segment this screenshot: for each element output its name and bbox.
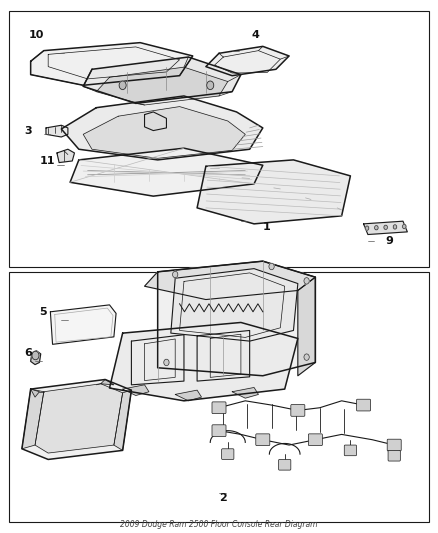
FancyBboxPatch shape — [388, 450, 400, 461]
Circle shape — [365, 226, 369, 230]
Circle shape — [374, 225, 378, 230]
Circle shape — [403, 224, 406, 229]
Polygon shape — [83, 57, 241, 103]
Polygon shape — [123, 385, 149, 395]
Text: 3: 3 — [24, 126, 32, 135]
Circle shape — [164, 359, 169, 366]
Bar — [9, 11, 429, 266]
Text: 1: 1 — [263, 222, 271, 231]
Polygon shape — [298, 277, 315, 376]
Polygon shape — [145, 261, 315, 300]
Polygon shape — [158, 261, 315, 376]
Polygon shape — [57, 149, 74, 163]
FancyBboxPatch shape — [222, 449, 234, 459]
Polygon shape — [31, 389, 39, 397]
FancyBboxPatch shape — [256, 434, 270, 446]
Text: 9: 9 — [385, 236, 393, 246]
Circle shape — [269, 263, 274, 270]
Circle shape — [393, 225, 397, 229]
Circle shape — [119, 81, 126, 90]
Text: 5: 5 — [39, 307, 47, 317]
Polygon shape — [145, 112, 166, 131]
Polygon shape — [31, 43, 193, 85]
Polygon shape — [232, 387, 258, 398]
Polygon shape — [114, 390, 131, 450]
FancyBboxPatch shape — [212, 425, 226, 437]
Bar — [9, 272, 429, 522]
Circle shape — [173, 271, 178, 278]
Circle shape — [32, 351, 39, 360]
Polygon shape — [46, 125, 68, 137]
Polygon shape — [101, 379, 114, 385]
FancyBboxPatch shape — [279, 459, 291, 470]
Polygon shape — [96, 67, 228, 105]
Circle shape — [304, 354, 309, 360]
Polygon shape — [61, 96, 263, 160]
Polygon shape — [83, 107, 245, 158]
Polygon shape — [70, 148, 263, 196]
Circle shape — [207, 81, 214, 90]
Text: 11: 11 — [39, 156, 55, 166]
FancyBboxPatch shape — [308, 434, 322, 446]
Polygon shape — [206, 46, 289, 76]
Polygon shape — [31, 351, 41, 365]
Text: 4: 4 — [252, 30, 260, 39]
Text: 2: 2 — [219, 494, 227, 503]
FancyBboxPatch shape — [344, 445, 357, 456]
Polygon shape — [197, 160, 350, 224]
Polygon shape — [171, 269, 298, 341]
FancyBboxPatch shape — [357, 399, 371, 411]
Polygon shape — [50, 305, 116, 344]
Text: 6: 6 — [24, 348, 32, 358]
FancyBboxPatch shape — [387, 439, 401, 451]
Circle shape — [384, 225, 387, 230]
Polygon shape — [22, 379, 131, 459]
Polygon shape — [110, 322, 298, 401]
Polygon shape — [22, 389, 44, 449]
Polygon shape — [35, 384, 123, 453]
Polygon shape — [175, 390, 201, 401]
FancyBboxPatch shape — [291, 405, 305, 416]
Circle shape — [304, 278, 309, 284]
Polygon shape — [364, 221, 407, 235]
Text: 10: 10 — [28, 30, 44, 39]
Text: 2009 Dodge Ram 2500 Floor Console Rear Diagram: 2009 Dodge Ram 2500 Floor Console Rear D… — [120, 520, 318, 529]
FancyBboxPatch shape — [212, 402, 226, 414]
